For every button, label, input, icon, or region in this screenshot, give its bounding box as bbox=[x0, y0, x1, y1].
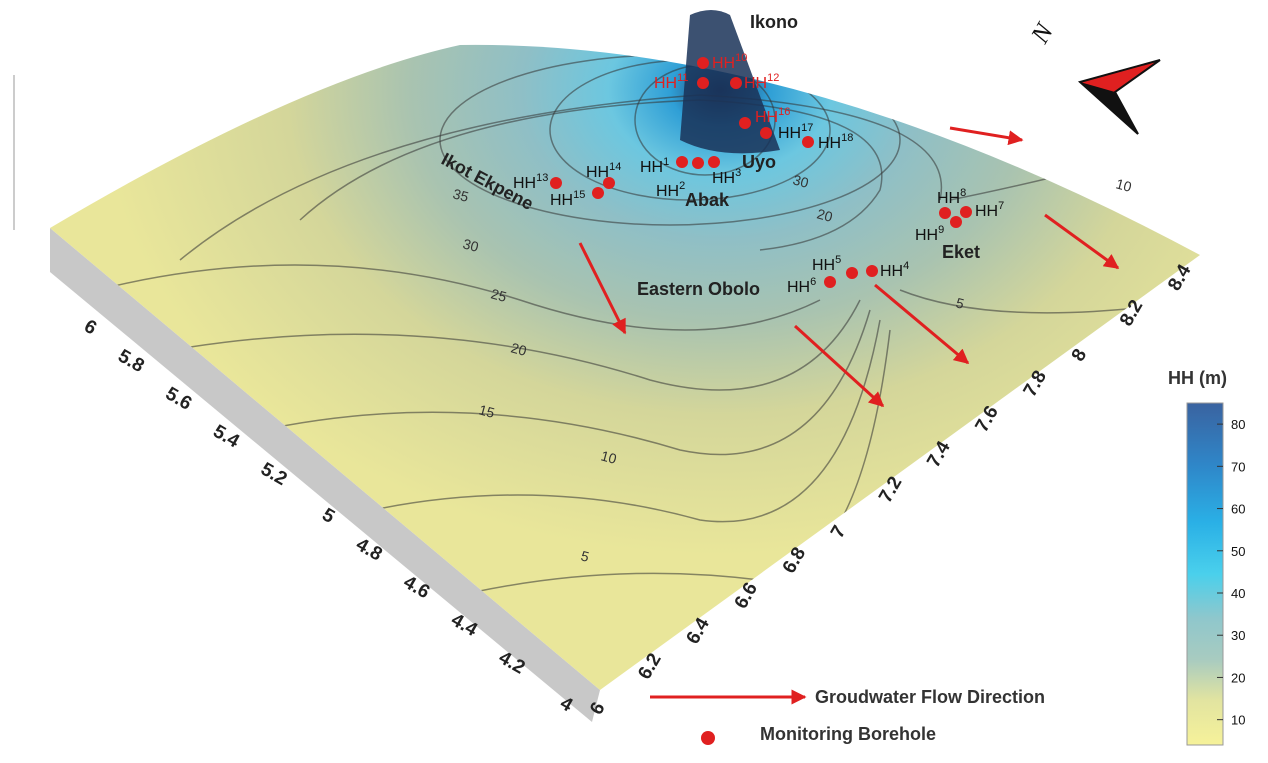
borehole-number: 13 bbox=[536, 172, 548, 184]
borehole-number: 1 bbox=[663, 156, 669, 168]
borehole-number: 7 bbox=[998, 200, 1004, 212]
borehole-number: 11 bbox=[677, 72, 688, 84]
contour-label: 10 bbox=[1114, 175, 1133, 195]
latitude-tick-label: 5 bbox=[318, 504, 338, 528]
borehole-number: 2 bbox=[679, 180, 685, 192]
north-label: N bbox=[1025, 17, 1060, 49]
borehole-name: HH bbox=[656, 183, 679, 200]
borehole-name: HH bbox=[513, 175, 536, 192]
borehole-number: 3 bbox=[735, 167, 741, 179]
colorbar-tick-label: 20 bbox=[1231, 670, 1245, 685]
place-label: Abak bbox=[685, 190, 730, 210]
latitude-tick-label: 5.8 bbox=[114, 346, 147, 377]
borehole-number: 10 bbox=[735, 52, 747, 64]
legend-dot bbox=[701, 731, 715, 745]
borehole-number: 15 bbox=[573, 189, 585, 201]
terrain bbox=[14, 10, 1200, 722]
legend-flow: Groudwater Flow Direction bbox=[815, 687, 1045, 707]
borehole-dot bbox=[692, 157, 704, 169]
colorbar-tick-label: 10 bbox=[1231, 713, 1245, 728]
borehole-number: 14 bbox=[609, 161, 621, 173]
borehole-name: HH bbox=[712, 55, 735, 72]
borehole-dot bbox=[939, 207, 951, 219]
borehole-dot bbox=[697, 77, 709, 89]
place-label: Ikono bbox=[750, 12, 798, 32]
borehole-dot bbox=[802, 136, 814, 148]
borehole-number: 9 bbox=[938, 224, 944, 236]
legend: Groudwater Flow Direction Monitoring Bor… bbox=[650, 687, 1045, 745]
borehole-dot bbox=[760, 127, 772, 139]
borehole-name: HH bbox=[787, 279, 810, 296]
legend-borehole: Monitoring Borehole bbox=[760, 724, 936, 744]
borehole-name: HH bbox=[640, 159, 663, 176]
borehole-dot bbox=[950, 216, 962, 228]
borehole-name: HH bbox=[915, 227, 938, 244]
place-label: Eastern Obolo bbox=[637, 279, 760, 299]
longitude-tick-label: 8 bbox=[1068, 346, 1091, 366]
borehole-dot bbox=[846, 267, 858, 279]
colorbar-tick-label: 30 bbox=[1231, 628, 1245, 643]
borehole-dot bbox=[697, 57, 709, 69]
place-label: Eket bbox=[942, 242, 980, 262]
borehole-name: HH bbox=[586, 164, 609, 181]
borehole-dot bbox=[960, 206, 972, 218]
colorbar-tick-label: 50 bbox=[1231, 544, 1245, 559]
north-arrow: N bbox=[1025, 17, 1160, 134]
latitude-tick-label: 6 bbox=[80, 316, 100, 339]
longitude-tick-label: 7 bbox=[827, 522, 850, 542]
borehole-number: 18 bbox=[841, 132, 853, 144]
borehole-dot bbox=[592, 187, 604, 199]
borehole-number: 16 bbox=[778, 106, 790, 118]
borehole-dot bbox=[739, 117, 751, 129]
borehole-name: HH bbox=[812, 257, 835, 274]
borehole-name: HH bbox=[937, 190, 960, 207]
colorbar-tick-label: 60 bbox=[1231, 502, 1245, 517]
borehole-number: 12 bbox=[767, 72, 779, 84]
borehole-name: HH bbox=[755, 109, 778, 126]
colorbar-tick-label: 80 bbox=[1231, 417, 1245, 432]
borehole-number: 6 bbox=[810, 276, 816, 288]
borehole-name: HH bbox=[880, 263, 903, 280]
borehole-name: HH bbox=[654, 75, 677, 92]
colorbar-title: HH (m) bbox=[1168, 368, 1227, 388]
borehole-number: 5 bbox=[835, 254, 841, 266]
borehole-dot bbox=[676, 156, 688, 168]
borehole-name: HH bbox=[778, 125, 801, 142]
borehole-name: HH bbox=[550, 192, 573, 209]
borehole-name: HH bbox=[975, 203, 998, 220]
borehole-dot bbox=[708, 156, 720, 168]
colorbar: HH (m) 10 20 30 40 50 60 70 80 bbox=[1168, 368, 1245, 745]
borehole-number: 8 bbox=[960, 187, 966, 199]
colorbar-tick-label: 70 bbox=[1231, 459, 1245, 474]
surface bbox=[50, 45, 1200, 690]
borehole-number: 4 bbox=[903, 260, 909, 272]
colorbar-tick-label: 40 bbox=[1231, 586, 1245, 601]
borehole-number: 17 bbox=[801, 122, 813, 134]
borehole-dot bbox=[550, 177, 562, 189]
borehole-name: HH bbox=[712, 170, 735, 187]
borehole-name: HH bbox=[744, 75, 767, 92]
borehole-dot bbox=[866, 265, 878, 277]
map-figure: N IkonoUyoAbakIkot EkpeneEketEastern Obo… bbox=[0, 0, 1268, 763]
borehole-name: HH bbox=[818, 135, 841, 152]
borehole-dot bbox=[824, 276, 836, 288]
borehole-dot bbox=[730, 77, 742, 89]
colorbar-ramp bbox=[1187, 403, 1223, 745]
place-label: Uyo bbox=[742, 152, 776, 172]
